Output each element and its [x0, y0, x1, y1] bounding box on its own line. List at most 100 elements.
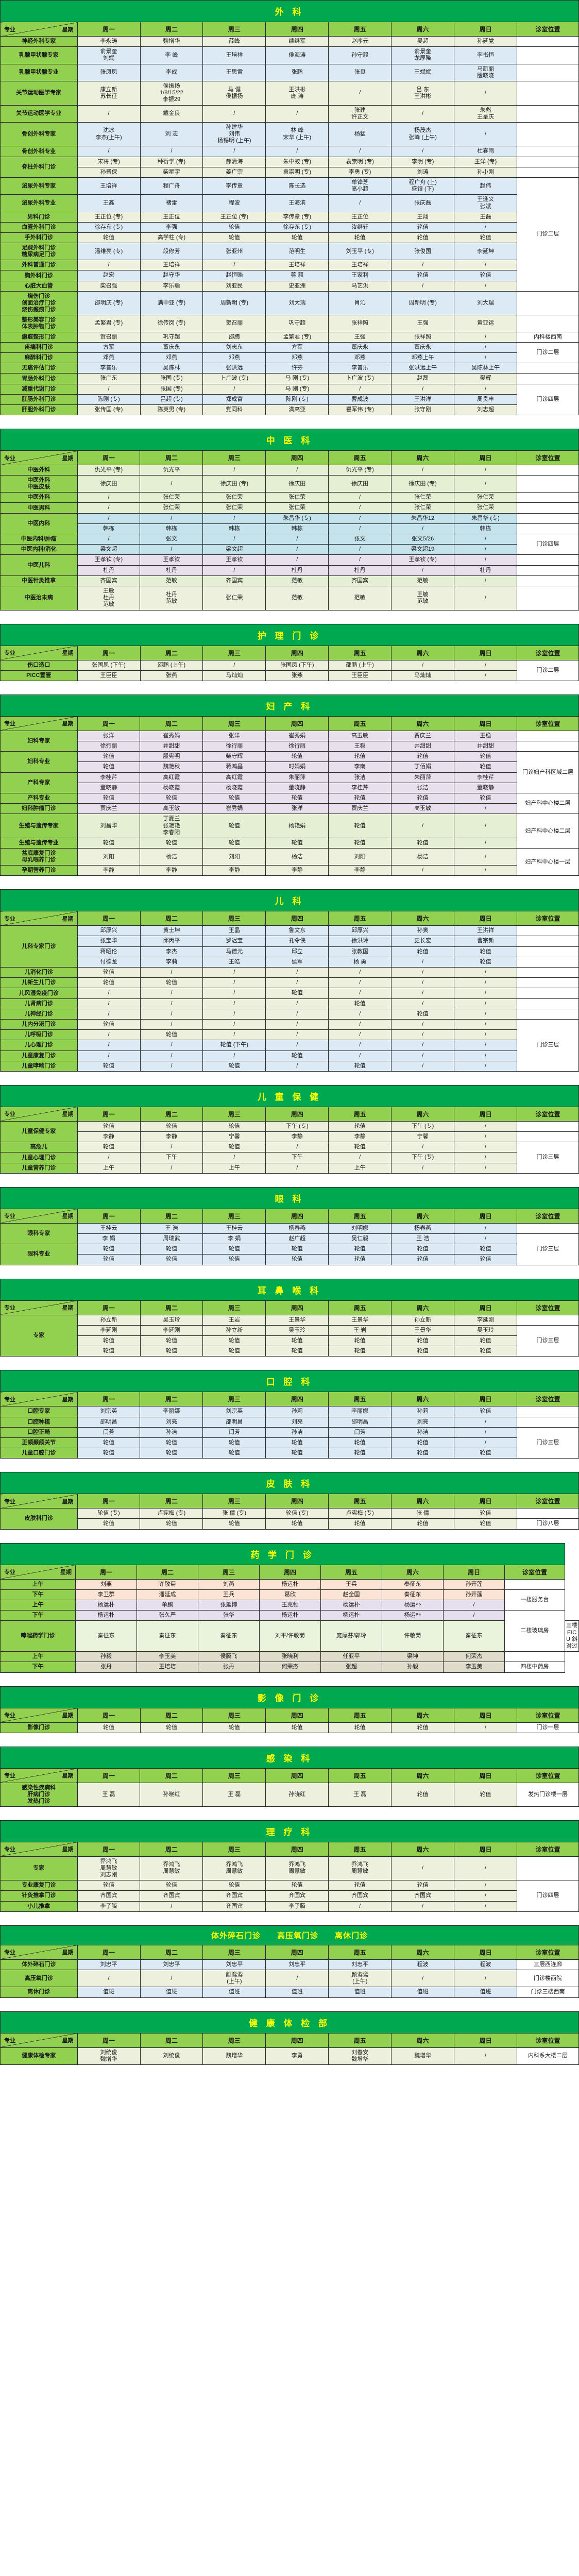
row-specialty: 专家: [0, 1314, 78, 1357]
schedule-cell: 上午: [77, 1162, 141, 1174]
schedule-cell: /: [328, 1040, 392, 1051]
schedule-cell: 轮值: [77, 751, 141, 762]
schedule-cell: 巩守超: [265, 314, 329, 332]
corner-spec-label: 专业: [4, 1569, 15, 1576]
schedule-cell: 下午 (专): [391, 1152, 455, 1163]
schedule-cell: 单鹏: [137, 1600, 198, 1611]
schedule-cell: 孙晋保: [77, 166, 141, 178]
section-title-banner: 眼 科: [0, 1187, 579, 1209]
schedule-cell: 轮值 (下午): [202, 1040, 266, 1051]
section-title-banner: 儿 科: [0, 889, 579, 912]
schedule-cell: 李静: [140, 865, 203, 876]
schedule-cell: 仇光平 (专): [328, 465, 392, 476]
table-row: 李静 李静 宁馨 李静 李静 宁馨 /: [1, 1131, 579, 1143]
schedule-cell: 邓燕: [140, 352, 203, 364]
schedule-cell: 轮值: [140, 1029, 203, 1041]
schedule-cell: 轮值: [77, 793, 141, 804]
table-row: 上午 孙毅 李玉美 侯腾飞 张晓利 任亚平 梁坤 何荣杰: [0, 1651, 579, 1663]
column-header-day-7: 周日: [454, 2032, 518, 2048]
schedule-cell: /: [328, 544, 392, 555]
row-specialty: 血管外科门诊: [0, 222, 78, 233]
schedule-cell: 邓燕: [77, 352, 141, 364]
row-specialty: 麻醉科门诊: [0, 352, 78, 364]
schedule-cell: 王桂云: [77, 1223, 141, 1234]
schedule-cell: 张国 (专): [140, 383, 203, 395]
schedule-cell: 杜丹: [328, 565, 392, 576]
schedule-cell: /: [391, 659, 455, 671]
schedule-cell: 值班: [328, 1987, 392, 1998]
row-specialty: 脊柱外科门诊: [0, 156, 78, 178]
schedule-cell: /: [454, 1223, 518, 1234]
section-gap: [0, 1265, 579, 1279]
table-row: 针灸推拿门诊 齐国宾 齐国宾 齐国宾 齐国宾 齐国宾 齐国宾 /: [0, 1890, 579, 1902]
schedule-cell: 刘宗英: [77, 1406, 141, 1417]
table-row: 正颌颞颌关节 轮值 轮值 轮值 轮值 轮值 轮值 /: [0, 1437, 579, 1449]
schedule-cell: 杜丹: [265, 565, 329, 576]
schedule-cell: /: [202, 146, 266, 157]
row-specialty: 儿呼吸门诊: [0, 1029, 78, 1041]
schedule-cell: 王正位 (专): [77, 211, 141, 223]
column-header-day-5: 周五: [328, 1208, 392, 1224]
column-header-day-3: 周三: [202, 1768, 266, 1783]
schedule-cell: 王翔: [391, 211, 455, 223]
schedule-cell: 魏增华: [391, 2047, 455, 2065]
schedule-cell: 值班: [391, 1987, 455, 1998]
schedule-cell: 轮值: [391, 751, 455, 762]
schedule-cell: /: [391, 1050, 455, 1061]
schedule-cell: /: [140, 1019, 203, 1030]
table-row: 产科专家 李桂芹 高红霞 高红霞 朱丽萍 张洁 朱丽萍 李桂芹: [0, 772, 579, 794]
column-header-day-3: 周三: [202, 1106, 266, 1122]
schedule-cell: 轮值: [202, 814, 266, 838]
section-gap: [0, 876, 579, 890]
column-header-day-3: 周三: [202, 1208, 266, 1224]
row-specialty: 中医内科: [0, 513, 78, 535]
schedule-cell: /: [328, 383, 392, 395]
schedule-cell: /: [265, 977, 329, 989]
schedule-cell: /: [454, 222, 518, 233]
schedule-cell: 侯腾飞: [198, 1651, 260, 1663]
schedule-cell: 闫芳: [77, 1427, 141, 1438]
row-specialty: 肛肠外科门诊: [0, 394, 78, 405]
table-row: 骨创外科专家 沈冰 李杰(上午) 刘 志孙建华 刘伟 杨锡明 (上午) 林 峰宋华 (上午)…: [0, 122, 579, 147]
schedule-cell: 李延坤: [454, 243, 518, 261]
schedule-cell: 轮值: [454, 1406, 517, 1417]
schedule-cell: 刘春安 魏增华: [328, 2047, 392, 2065]
row-specialty: 心脏大血管: [0, 280, 78, 292]
schedule-cell: /: [454, 814, 517, 838]
schedule-cell: 王培祥: [77, 177, 141, 195]
schedule-cell: 程波: [202, 194, 266, 212]
corner-labels: 专业 星期: [1, 2036, 77, 2044]
schedule-cell: 李普乐: [328, 363, 392, 374]
schedule-cell: 张仁荣: [265, 502, 329, 514]
schedule-cell: /: [454, 544, 517, 555]
schedule-cell: 马灿灿: [202, 670, 266, 681]
corner-labels: 专业 星期: [1, 1212, 77, 1220]
schedule-cell: /: [391, 1019, 455, 1030]
section-table: 外 科专业 星期 周一 周二 周三 周四 周五 周六 周日 诊室位置 神经外科专家 李永涛 魏增华 薛峰续…: [0, 0, 579, 416]
section-title-banner: 健 康 体 检 部: [0, 2011, 579, 2033]
column-header-day-1: 周一: [77, 1300, 141, 1315]
row-location-empty: [517, 1223, 579, 1234]
row-specialty: 神经外科专家: [0, 36, 78, 47]
schedule-cell: 轮值: [391, 793, 455, 804]
schedule-cell: 王孝钦: [140, 554, 203, 566]
schedule-cell: 轮值: [454, 946, 518, 957]
section-title-banner: 儿 童 保 健: [0, 1084, 579, 1107]
schedule-cell: 轮值: [265, 793, 329, 804]
schedule-cell: 张广东: [77, 373, 141, 384]
schedule-cell: 曹宗新: [454, 936, 518, 947]
row-location: 妇产科中心楼二层: [516, 814, 579, 849]
row-specialty: 足踝外科门诊 糖尿病足门诊: [0, 243, 78, 261]
schedule-cell: 刘志超: [454, 404, 518, 416]
corner-spec-label: 专业: [4, 1305, 15, 1312]
section-title-banner: 中 医 科: [0, 429, 579, 451]
schedule-cell: 轮值: [202, 1448, 266, 1459]
row-specialty: 小儿推拿: [0, 1901, 78, 1912]
schedule-cell: 王敏 范敏: [391, 585, 455, 611]
table-row: 中医针灸推拿 齐国宾 范敏 齐国宾 范敏 齐国宾 范敏 /: [0, 575, 579, 586]
column-header-day-4: 周四: [265, 1944, 329, 1960]
schedule-cell: 庞厚芬/郭玲: [320, 1620, 382, 1652]
schedule-cell: 孙延党: [454, 36, 518, 47]
table-row: 健康体检专家 刘统俊 魏增华 刘统俊 魏增华 李勇 刘春安 魏增华 魏增华 / 内科系大楼二层: [0, 2047, 579, 2065]
schedule-cell: 轮值: [328, 1254, 392, 1265]
